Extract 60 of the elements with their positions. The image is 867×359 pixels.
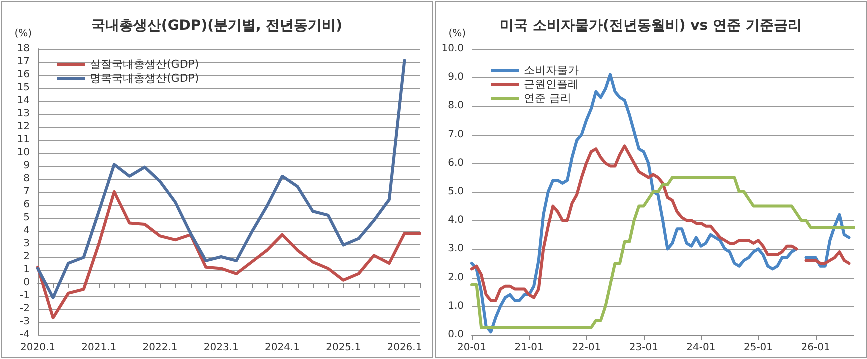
y-tick-label: 12: [17, 122, 30, 132]
y-tick-label: 11: [17, 134, 30, 146]
y-tick-label: 4.0: [448, 215, 464, 226]
x-tick-label: 2020.1: [20, 342, 56, 354]
y-tick-label: 16: [17, 70, 30, 80]
y-tick-label: 8: [24, 174, 30, 184]
y-tick-label: -2: [20, 304, 30, 314]
chart-title: 미국 소비자물가(전년동월비) vs 연준 기준금리: [500, 18, 802, 34]
y-tick-label: 10: [17, 148, 30, 158]
x-tick-label: 21-01: [514, 342, 544, 354]
y-tick-label: 15: [17, 82, 30, 94]
y-tick-label: 3: [24, 238, 30, 250]
y-tick-label: 9: [24, 160, 30, 172]
x-tick-label: 2022.1: [142, 342, 178, 354]
y-tick-label: 7.0: [448, 129, 464, 140]
legend-label: 연준 금리: [524, 92, 572, 105]
y-tick-label: 2: [24, 252, 30, 262]
x-tick-label: 2025.1: [326, 342, 362, 354]
x-tick-label: 22-01: [572, 342, 602, 354]
y-tick-label: 9.0: [448, 72, 464, 84]
legend-label: 근원인플레: [524, 78, 579, 91]
y-tick-label: 4: [24, 226, 30, 236]
y-tick-label: 5.0: [448, 186, 464, 198]
y-tick-label: 3.0: [448, 244, 464, 255]
line-series: [470, 176, 856, 330]
y-tick-label: 7: [24, 186, 30, 198]
y-tick-label: 8.0: [448, 100, 464, 112]
x-tick-label: 25-01: [744, 342, 774, 354]
y-tick-label: -4: [20, 330, 30, 340]
line-series: [36, 59, 406, 300]
y-tick-label: 10.0: [442, 44, 464, 54]
y-tick-label: 13: [17, 108, 30, 120]
x-tick-label: 20-01: [457, 342, 487, 354]
y-tick-label: 5: [24, 212, 30, 224]
x-tick-label: 24-01: [686, 342, 716, 354]
y-tick-label: 14: [17, 96, 30, 106]
line-series: [36, 190, 422, 320]
legend-label: 소비자물가: [524, 64, 579, 77]
legend-label: 실질국내총생산(GDP): [90, 58, 200, 71]
y-tick-label: 6.0: [448, 158, 464, 169]
y-tick-label: -3: [20, 316, 30, 328]
y-tick-label: 6: [24, 200, 30, 210]
x-tick-label: 23-01: [629, 342, 658, 354]
x-tick-label: 2026.1: [387, 342, 422, 354]
y-tick-label: 0.0: [448, 330, 464, 340]
y-tick-label: 0: [24, 278, 30, 288]
x-tick-label: 2023.1: [204, 342, 239, 354]
y-tick-label: 1: [24, 264, 30, 276]
legend-label: 명목국내총생산(GDP): [90, 72, 200, 85]
y-axis-title: (%): [448, 28, 466, 40]
y-tick-label: 17: [17, 56, 30, 68]
x-tick-label: 2024.1: [264, 342, 300, 354]
chart-title: 국내총생산(GDP)(분기별, 전년동기비): [91, 18, 343, 34]
y-tick-label: -1: [20, 290, 30, 302]
y-tick-label: 18: [17, 44, 30, 54]
x-tick-label: 2021.1: [82, 342, 117, 354]
y-axis-title: (%): [14, 28, 32, 40]
y-tick-label: 2.0: [448, 272, 464, 284]
y-tick-label: 1.0: [448, 300, 464, 312]
x-tick-label: 26-01: [801, 342, 830, 354]
